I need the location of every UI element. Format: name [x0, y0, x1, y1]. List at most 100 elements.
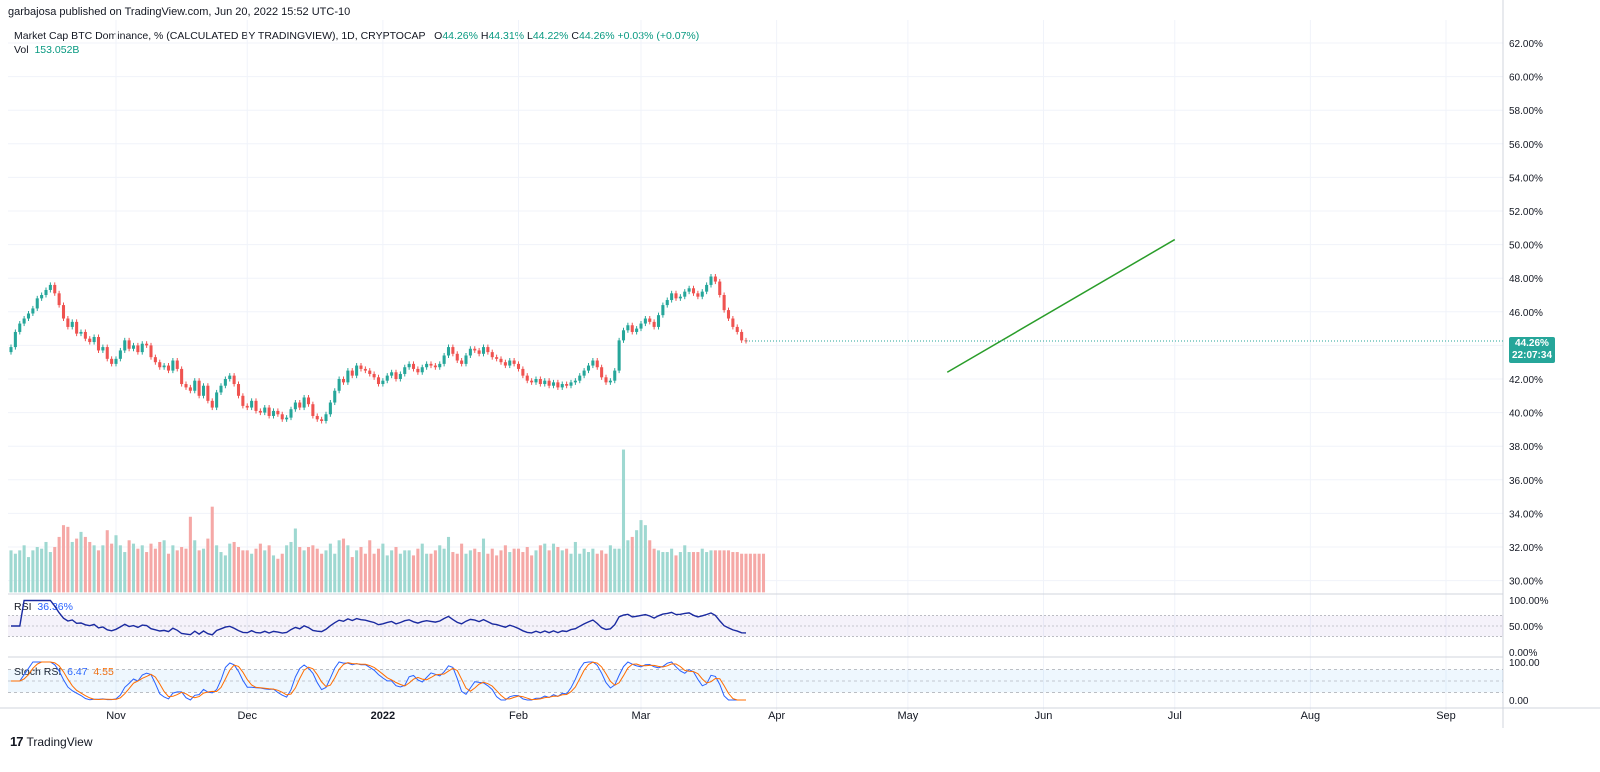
candle-body [337, 379, 341, 391]
candle-body [643, 318, 647, 324]
volume-bar [92, 545, 96, 593]
volume-bar [670, 548, 674, 593]
candle-body [381, 380, 385, 385]
volume-bar [66, 526, 70, 593]
candle-body [407, 363, 411, 368]
candle-body [481, 347, 486, 354]
candle-body [446, 347, 451, 356]
volume-bar [473, 548, 477, 593]
candle-body [280, 414, 284, 420]
candle-body [18, 323, 22, 332]
volume-bar [551, 543, 556, 593]
candle-body [328, 402, 332, 415]
candle-body [158, 362, 162, 368]
candle-body [468, 348, 472, 356]
time-tick-label: Aug [1301, 710, 1321, 722]
candle-body [140, 343, 144, 353]
candle-body [565, 384, 569, 386]
volume-bar [390, 550, 394, 593]
volume-bar [18, 550, 22, 593]
volume-bar [648, 540, 652, 593]
candle-body [254, 400, 258, 411]
candle-body [674, 293, 678, 299]
volume-bar [346, 545, 350, 593]
volume-bar [735, 552, 739, 593]
volume-bar [298, 547, 302, 593]
volume-bar [433, 550, 437, 593]
candle-body [713, 276, 717, 282]
candle-body [617, 340, 621, 371]
volume-bar [740, 553, 744, 593]
volume-bar [328, 543, 332, 593]
candle-body [635, 328, 639, 332]
volume-bar [258, 543, 262, 593]
candle-body [591, 360, 595, 366]
candle-body [508, 360, 512, 366]
candle-body [271, 410, 276, 416]
candle-body [26, 313, 31, 319]
candle-body [556, 382, 560, 388]
volume-bar [678, 552, 682, 593]
volume-bar [136, 548, 140, 593]
candle-body [604, 377, 608, 383]
volume-bar [79, 531, 83, 593]
volume-bar [228, 543, 232, 593]
volume-bar [359, 547, 363, 593]
volume-bar [368, 540, 372, 593]
candle-body [626, 325, 630, 331]
candle-body [188, 387, 192, 391]
price-tick-label: 54.00% [1509, 173, 1543, 184]
volume-bar [425, 553, 429, 593]
candle-body [320, 419, 324, 421]
candle-body [48, 284, 52, 290]
candle-body [376, 377, 381, 385]
candle-body [455, 353, 459, 361]
volume-bar [171, 545, 175, 593]
volume-bar [236, 547, 241, 593]
volume-bar [503, 545, 507, 593]
volume-bar [40, 548, 44, 593]
volume-bar [621, 449, 626, 593]
volume-bar [31, 550, 35, 593]
volume-bar [48, 552, 52, 593]
candle-body [293, 402, 297, 410]
volume-bar [486, 553, 490, 593]
candle-body [228, 375, 232, 379]
time-tick-label: Jul [1168, 710, 1182, 722]
candle-body [236, 384, 241, 396]
time-tick-label: Feb [509, 710, 528, 722]
volume-bar [547, 550, 551, 593]
candle-body [525, 375, 529, 381]
volume-bar [219, 552, 223, 593]
volume-bar [193, 540, 197, 593]
candle-body [162, 365, 166, 368]
candle-body [499, 358, 503, 363]
candle-body [346, 370, 350, 383]
candle-body [726, 310, 731, 319]
candle-body [740, 331, 744, 341]
candle-body [210, 400, 214, 408]
price-tick-label: 56.00% [1509, 140, 1543, 151]
volume-bar [543, 543, 547, 593]
candle-body [600, 367, 604, 378]
candle-body [464, 355, 468, 364]
volume-bar [293, 528, 297, 593]
volume-bar [530, 555, 534, 593]
candle-body [263, 407, 267, 413]
volume-bar [350, 557, 354, 593]
volume-bar [289, 541, 293, 593]
price-tick-label: 58.00% [1509, 106, 1543, 117]
price-tick-label: 52.00% [1509, 207, 1543, 218]
volume-bar [600, 550, 604, 593]
candle-body [420, 367, 424, 373]
price-tick-label: 32.00% [1509, 543, 1543, 554]
volume-bar [595, 553, 599, 593]
stoch-tick-label: 100.00 [1509, 658, 1540, 669]
candle-body [136, 345, 140, 353]
tradingview-brand[interactable]: 17 TradingView [10, 734, 93, 749]
candle-body [289, 409, 293, 418]
legend-close-label: C [571, 30, 579, 42]
volume-bar [306, 547, 311, 593]
candle-body [355, 365, 359, 376]
